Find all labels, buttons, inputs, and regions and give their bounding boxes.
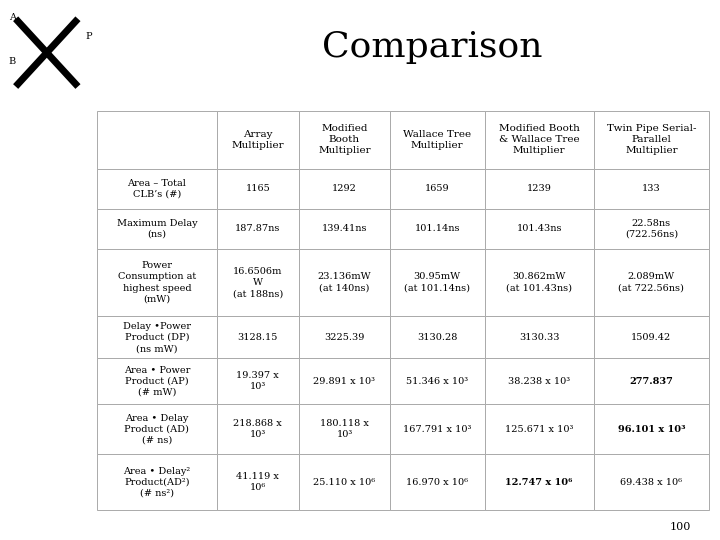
Text: 133: 133 [642, 184, 661, 193]
Text: 41.119 x
10⁶: 41.119 x 10⁶ [236, 472, 279, 492]
Text: Maximum Delay
(ns): Maximum Delay (ns) [117, 219, 197, 239]
Text: 3128.15: 3128.15 [238, 333, 278, 342]
Text: 180.118 x
10³: 180.118 x 10³ [320, 420, 369, 440]
Text: 25.110 x 10⁶: 25.110 x 10⁶ [313, 478, 376, 487]
Text: 12.747 x 10⁶: 12.747 x 10⁶ [505, 478, 572, 487]
Text: Comparison: Comparison [322, 30, 542, 64]
Text: 3130.28: 3130.28 [417, 333, 457, 342]
Text: A: A [9, 14, 16, 23]
Text: 16.970 x 10⁶: 16.970 x 10⁶ [406, 478, 468, 487]
Text: 1292: 1292 [332, 184, 357, 193]
Text: 101.43ns: 101.43ns [516, 224, 562, 233]
Text: 3130.33: 3130.33 [519, 333, 559, 342]
Text: 1659: 1659 [425, 184, 449, 193]
Text: 100: 100 [670, 522, 691, 532]
Text: 2.089mW
(at 722.56ns): 2.089mW (at 722.56ns) [618, 273, 684, 293]
Text: B: B [9, 57, 16, 66]
Text: 1509.42: 1509.42 [631, 333, 672, 342]
Text: 69.438 x 10⁶: 69.438 x 10⁶ [621, 478, 683, 487]
Text: Power
Consumption at
highest speed
(mW): Power Consumption at highest speed (mW) [118, 261, 196, 303]
Text: 23.136mW
(at 140ns): 23.136mW (at 140ns) [318, 273, 372, 293]
Text: 22.58ns
(722.56ns): 22.58ns (722.56ns) [625, 219, 678, 239]
Text: 3225.39: 3225.39 [324, 333, 364, 342]
Text: 139.41ns: 139.41ns [322, 224, 367, 233]
Text: Area • Delay
Product (AD)
(# ns): Area • Delay Product (AD) (# ns) [125, 414, 189, 445]
Text: Twin Pipe Serial-
Parallel
Multiplier: Twin Pipe Serial- Parallel Multiplier [607, 124, 696, 156]
Text: Delay •Power
Product (DP)
(ns mW): Delay •Power Product (DP) (ns mW) [123, 322, 191, 353]
Text: 218.868 x
10³: 218.868 x 10³ [233, 420, 282, 440]
Text: 101.14ns: 101.14ns [415, 224, 460, 233]
Text: Area • Delay²
Product(AD²)
(# ns²): Area • Delay² Product(AD²) (# ns²) [123, 467, 190, 498]
Text: P: P [85, 32, 91, 42]
Text: 38.238 x 10³: 38.238 x 10³ [508, 377, 570, 386]
Text: 29.891 x 10³: 29.891 x 10³ [313, 377, 375, 386]
Text: 125.671 x 10³: 125.671 x 10³ [505, 425, 573, 434]
Text: 277.837: 277.837 [629, 377, 673, 386]
Text: 1165: 1165 [246, 184, 270, 193]
Text: 96.101 x 10³: 96.101 x 10³ [618, 425, 685, 434]
Text: 51.346 x 10³: 51.346 x 10³ [406, 377, 468, 386]
Text: Array
Multiplier: Array Multiplier [232, 130, 284, 150]
Text: 16.6506m
W
(at 188ns): 16.6506m W (at 188ns) [233, 267, 283, 298]
Text: Modified Booth
& Wallace Tree
Multiplier: Modified Booth & Wallace Tree Multiplier [499, 124, 580, 156]
Text: 30.862mW
(at 101.43ns): 30.862mW (at 101.43ns) [506, 273, 572, 293]
Text: Modified
Booth
Multiplier: Modified Booth Multiplier [318, 124, 371, 156]
Text: 187.87ns: 187.87ns [235, 224, 281, 233]
Text: 19.397 x
10³: 19.397 x 10³ [236, 372, 279, 392]
Text: Area – Total
CLB’s (#): Area – Total CLB’s (#) [127, 179, 186, 199]
Text: Area • Power
Product (AP)
(# mW): Area • Power Product (AP) (# mW) [124, 366, 190, 397]
Text: 167.791 x 10³: 167.791 x 10³ [403, 425, 472, 434]
Text: 30.95mW
(at 101.14ns): 30.95mW (at 101.14ns) [404, 273, 470, 293]
Text: Wallace Tree
Multiplier: Wallace Tree Multiplier [403, 130, 471, 150]
Text: 1239: 1239 [526, 184, 552, 193]
